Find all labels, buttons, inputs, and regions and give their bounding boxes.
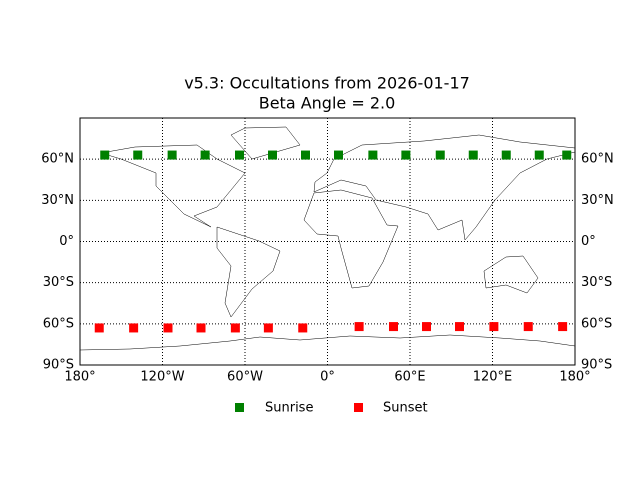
- x-tick-label: 120°W: [140, 370, 184, 385]
- marker: [562, 150, 572, 160]
- y-tick-label-right: 60°N: [581, 152, 614, 167]
- x-tick-label: 180°: [559, 370, 590, 385]
- marker: [263, 323, 273, 333]
- legend-label: Sunrise: [265, 401, 313, 416]
- marker: [133, 150, 143, 160]
- y-tick-label: 60°N: [41, 152, 74, 167]
- marker: [334, 150, 343, 160]
- marker: [268, 150, 277, 160]
- marker: [534, 150, 544, 160]
- y-tick-label-right: 30°S: [581, 275, 612, 290]
- y-tick-label: 30°S: [43, 275, 74, 290]
- marker: [422, 322, 431, 332]
- marker: [94, 323, 104, 333]
- marker: [501, 150, 511, 160]
- y-tick-label: 60°S: [43, 316, 74, 331]
- marker: [523, 322, 533, 332]
- marker: [235, 150, 244, 160]
- chart-title: v5.3: Occultations from 2026-01-17: [184, 74, 470, 93]
- y-tick-label: 30°N: [41, 193, 74, 208]
- australia: [483, 255, 539, 294]
- legend-label: Sunset: [383, 401, 428, 416]
- marker: [389, 322, 398, 332]
- south-america: [216, 226, 281, 318]
- y-tick-label-right: 90°S: [581, 358, 612, 373]
- marker: [354, 322, 364, 332]
- marker: [301, 150, 310, 160]
- antarctica: [79, 334, 576, 351]
- chart-subtitle: Beta Angle = 2.0: [259, 94, 396, 113]
- legend-marker: [354, 403, 363, 412]
- marker: [435, 150, 445, 160]
- x-tick-label: 60°E: [394, 370, 425, 385]
- greenland: [230, 126, 301, 160]
- marker: [230, 323, 240, 333]
- marker: [401, 150, 411, 160]
- y-tick-label-right: 30°N: [581, 193, 614, 208]
- marker: [167, 150, 177, 160]
- x-tick-label: 0°: [320, 370, 335, 385]
- marker: [298, 323, 308, 333]
- legend: Sunrise Sunset: [235, 401, 428, 416]
- marker: [558, 322, 568, 332]
- marker: [468, 150, 478, 160]
- marker: [163, 323, 173, 333]
- marker: [368, 150, 378, 160]
- x-tick-label: 60°W: [227, 370, 263, 385]
- marker: [100, 150, 110, 160]
- marker: [489, 322, 499, 332]
- eurasia: [313, 134, 576, 241]
- x-tick-label: 180°: [64, 370, 95, 385]
- y-tick-label: 90°S: [43, 358, 74, 373]
- legend-marker: [235, 403, 244, 412]
- y-tick-label: 0°: [59, 234, 74, 249]
- marker: [129, 323, 139, 333]
- africa: [303, 189, 399, 289]
- y-tick-label-right: 0°: [581, 234, 596, 249]
- marker: [200, 150, 210, 160]
- y-tick-label-right: 60°S: [581, 316, 612, 331]
- marker: [196, 323, 206, 333]
- coastlines: [79, 126, 576, 351]
- x-tick-label: 120°E: [473, 370, 513, 385]
- marker: [455, 322, 464, 332]
- north-america: [100, 144, 246, 228]
